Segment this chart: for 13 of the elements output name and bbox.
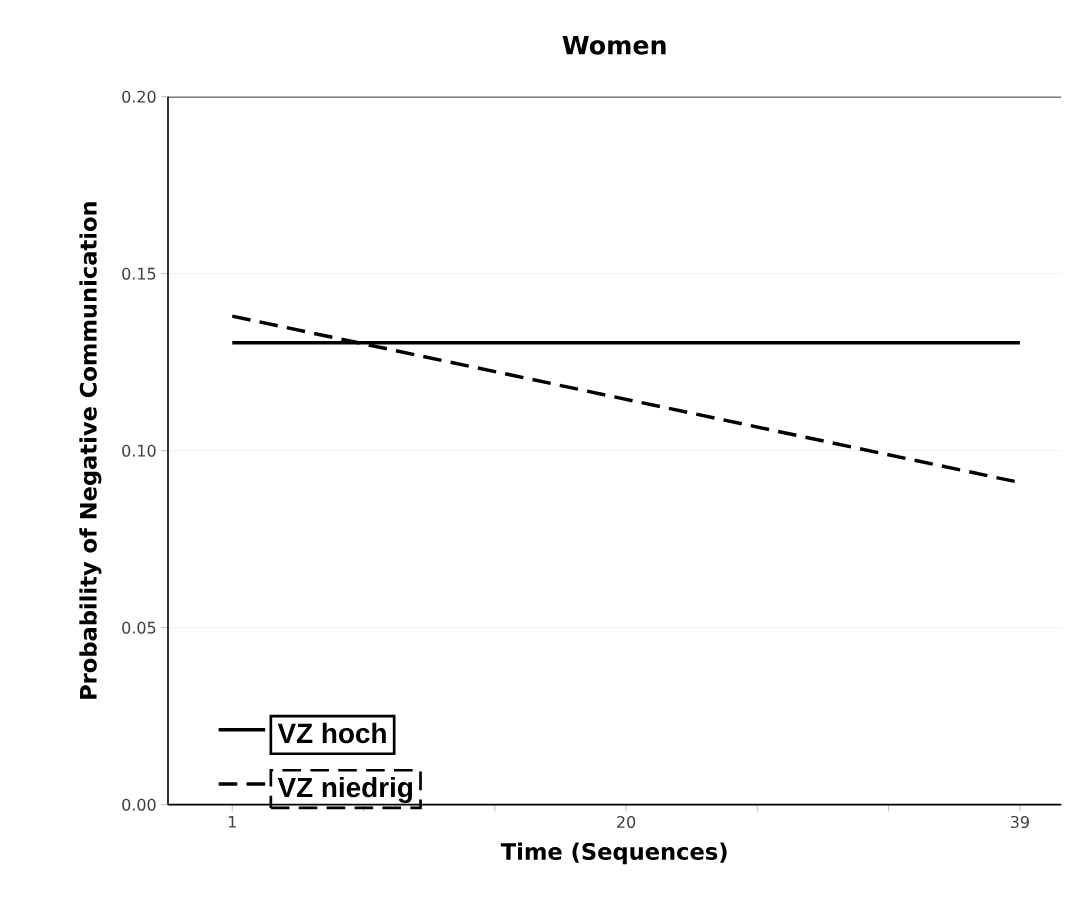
y-tick-label: 0.10 [122, 444, 156, 457]
y-tick-label: 0.20 [122, 90, 156, 103]
x-tick-label: 20 [617, 816, 636, 829]
legend-label: VZ niedrig [277, 776, 412, 804]
x-tick-label: 39 [1010, 816, 1029, 829]
y-tick-label: 0.05 [122, 621, 156, 634]
chart-title: Women [562, 35, 666, 55]
y-tick-label: 0.00 [122, 798, 156, 811]
y-tick-label: 0.15 [122, 267, 156, 280]
legend-label: VZ hoch [277, 722, 386, 744]
y-axis-title: Probability of Negative Communication [79, 202, 102, 699]
x-tick-label: 1 [228, 816, 236, 828]
x-axis-title: Time (Sequences) [500, 842, 727, 865]
